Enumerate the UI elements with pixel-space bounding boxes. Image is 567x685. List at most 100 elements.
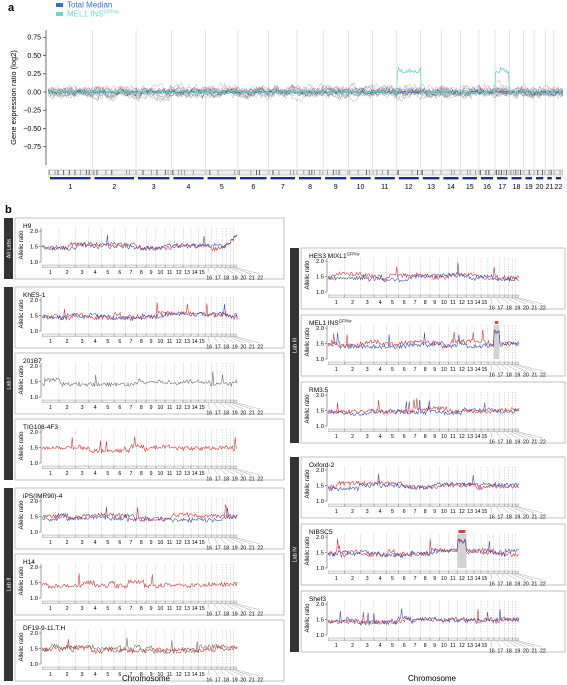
ideogram xyxy=(512,637,516,641)
chrom-label: 22 xyxy=(540,582,546,588)
y-tick-label: 1.0 xyxy=(30,461,38,467)
chrom-label: 12 xyxy=(176,339,182,345)
chrom-label: 1 xyxy=(335,434,338,440)
ideogram xyxy=(488,294,494,298)
chrom-label: 21 xyxy=(249,411,255,417)
ideogram xyxy=(409,503,421,507)
chrom-label: 22 xyxy=(257,678,263,684)
chrom-label: 1 xyxy=(335,576,338,582)
ideogram-band xyxy=(250,170,252,175)
ideogram-band xyxy=(150,170,152,175)
sample-name: H9 xyxy=(23,223,32,230)
ideogram-band xyxy=(217,170,219,175)
chrom-label: 6 xyxy=(403,300,406,306)
chrom-label: 10 xyxy=(158,339,164,345)
chrom-leader xyxy=(496,297,501,305)
ideogram xyxy=(508,294,513,298)
ideogram-band xyxy=(421,170,423,175)
y-tick-label: 1.0 xyxy=(30,329,38,335)
ideogram xyxy=(136,169,172,176)
ideogram xyxy=(155,534,165,538)
ideogram xyxy=(457,637,467,641)
ideogram xyxy=(233,333,238,337)
chrom-label: 20 xyxy=(523,515,529,521)
y-tick-label: −0.50 xyxy=(23,126,41,133)
ideogram xyxy=(508,570,513,574)
chrom-label: 1 xyxy=(49,405,52,411)
ideogram xyxy=(136,534,147,538)
chrom-label: 21 xyxy=(249,612,255,618)
chrom-label: 11 xyxy=(167,606,172,612)
chrom-label: 3 xyxy=(81,606,84,612)
chrom-label: 11 xyxy=(167,270,172,276)
ideogram xyxy=(439,361,449,365)
y-tick-label: 2.0 xyxy=(316,259,324,265)
chrom-label: 14 xyxy=(192,540,198,546)
chrom-label: 20 xyxy=(536,184,544,191)
ideogram xyxy=(348,169,373,176)
chrom-label: 13 xyxy=(184,339,190,345)
ideogram xyxy=(430,503,440,507)
ideogram xyxy=(474,570,481,574)
ideogram xyxy=(466,637,474,641)
chrom-label: 18 xyxy=(223,276,229,282)
chrom-bar xyxy=(547,177,552,180)
chrom-leader xyxy=(228,468,244,476)
ideogram xyxy=(226,399,231,403)
chrom-leader xyxy=(514,364,535,372)
chrom-label: 15 xyxy=(199,270,205,276)
chrom-leader xyxy=(517,640,543,648)
ideogram xyxy=(125,399,137,403)
ideogram-band xyxy=(496,170,497,175)
chrom-label: 15 xyxy=(199,540,205,546)
chrom-leader xyxy=(501,573,509,581)
panel-frame xyxy=(14,352,285,415)
ideogram xyxy=(373,503,387,507)
ideogram xyxy=(504,294,509,298)
chrom-label: 2 xyxy=(66,339,69,345)
chrom-label: 9 xyxy=(433,300,436,306)
ideogram xyxy=(146,465,156,469)
chrom-label: 3 xyxy=(81,540,84,546)
ideogram xyxy=(183,465,191,469)
chrom-label: 15 xyxy=(482,576,488,582)
chrom-label: 10 xyxy=(158,672,164,678)
ideogram xyxy=(211,465,217,469)
ideogram xyxy=(165,333,175,337)
chrom-label: 17 xyxy=(497,515,503,521)
y-tick-label: 2.0 xyxy=(30,298,38,304)
ideogram xyxy=(198,600,206,604)
panel-frame xyxy=(300,456,566,519)
ideogram xyxy=(360,637,374,641)
ideogram xyxy=(360,361,374,365)
ideogram-band xyxy=(209,170,211,175)
chrom-leader xyxy=(517,506,543,514)
chrom-label: 20 xyxy=(523,373,529,379)
ideogram xyxy=(439,428,449,432)
allelic-trace xyxy=(327,399,520,417)
chrom-label: 5 xyxy=(391,643,394,649)
ideogram xyxy=(114,264,126,268)
chrom-leader xyxy=(517,431,543,439)
chrom-leader xyxy=(501,297,509,305)
chrom-label: 15 xyxy=(199,405,205,411)
panel-b-letter: b xyxy=(5,204,12,216)
chrom-label: 14 xyxy=(192,270,198,276)
ideogram xyxy=(233,600,238,604)
ideogram xyxy=(226,264,231,268)
chrom-label: 13 xyxy=(427,184,435,191)
ideogram xyxy=(146,264,156,268)
ideogram xyxy=(373,361,387,365)
chrom-label: 10 xyxy=(158,471,164,477)
y-tick-label: 1.0 xyxy=(30,530,38,536)
chrom-label: 8 xyxy=(424,367,427,373)
ideogram xyxy=(233,465,238,469)
chrom-label: 21 xyxy=(249,276,255,282)
chrom-bar xyxy=(422,177,440,180)
chrom-label: 20 xyxy=(523,440,529,446)
ideogram-band xyxy=(512,170,514,175)
chrom-leader xyxy=(228,669,244,677)
ideogram xyxy=(448,570,458,574)
ideogram xyxy=(328,570,345,574)
